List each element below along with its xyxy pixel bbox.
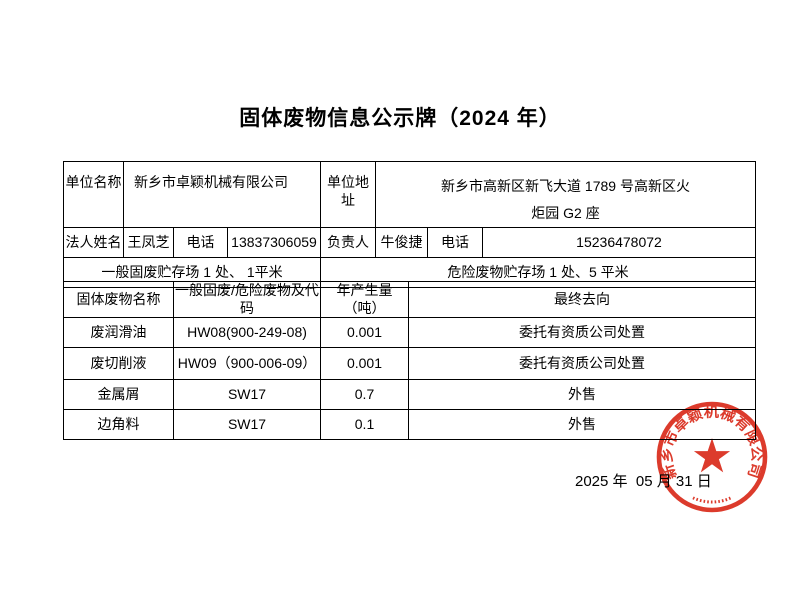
legal-phone-label: 电话 [173, 227, 228, 258]
waste-header-destination: 最终去向 [408, 281, 756, 318]
waste-amount: 0.001 [320, 317, 409, 348]
waste-destination: 外售 [408, 409, 756, 440]
page-title: 固体废物信息公示牌（2024 年） [239, 107, 561, 130]
unit-address-line1: 新乡市高新区新飞大道 1789 号高新区火 [441, 178, 690, 194]
table-row: 单位名称 新乡市卓颖机械有限公司 单位地址 新乡市高新区新飞大道 1789 号高… [63, 161, 756, 228]
waste-header-row: 固体废物名称 一般固废/危险废物及代码 年产生量（吨） 最终去向 [63, 281, 756, 318]
waste-code: SW17 [173, 379, 321, 410]
waste-header-amount: 年产生量（吨） [320, 281, 409, 318]
seal-bottom-code [692, 496, 732, 504]
manager-phone-value: 15236478072 [482, 227, 756, 258]
table-row: 废切削液 HW09（900-006-09） 0.001 委托有资质公司处置 [63, 347, 756, 380]
legal-person-label: 法人姓名 [63, 227, 124, 258]
table-row: 金属屑 SW17 0.7 外售 [63, 379, 756, 410]
unit-address-value: 新乡市高新区新飞大道 1789 号高新区火 炬园 G2 座 [375, 161, 756, 228]
waste-name: 废润滑油 [63, 317, 174, 348]
waste-destination: 委托有资质公司处置 [408, 347, 756, 380]
waste-name: 边角料 [63, 409, 174, 440]
unit-name-value: 新乡市卓颖机械有限公司 [123, 161, 321, 228]
unit-address-line2: 炬园 G2 座 [531, 205, 600, 221]
unit-name-label: 单位名称 [63, 161, 124, 228]
waste-amount: 0.001 [320, 347, 409, 380]
waste-code: HW08(900-249-08) [173, 317, 321, 348]
unit-info-table: 单位名称 新乡市卓颖机械有限公司 单位地址 新乡市高新区新飞大道 1789 号高… [63, 161, 756, 288]
manager-phone-label: 电话 [427, 227, 483, 258]
waste-code: HW09（900-006-09） [173, 347, 321, 380]
issue-date: 2025 年 05 月 31 日 [575, 473, 712, 490]
table-row: 边角料 SW17 0.1 外售 [63, 409, 756, 440]
seal-star-icon [693, 438, 731, 473]
unit-address-label: 单位地址 [320, 161, 376, 228]
waste-header-name: 固体废物名称 [63, 281, 174, 318]
waste-amount: 0.7 [320, 379, 409, 410]
waste-table: 固体废物名称 一般固废/危险废物及代码 年产生量（吨） 最终去向 废润滑油 HW… [63, 281, 756, 440]
table-row: 法人姓名 王凤芝 电话 13837306059 负责人 牛俊捷 电话 15236… [63, 227, 756, 258]
waste-destination: 委托有资质公司处置 [408, 317, 756, 348]
waste-name: 废切削液 [63, 347, 174, 380]
waste-destination: 外售 [408, 379, 756, 410]
manager-label: 负责人 [320, 227, 376, 258]
manager-value: 牛俊捷 [375, 227, 428, 258]
waste-amount: 0.1 [320, 409, 409, 440]
waste-code: SW17 [173, 409, 321, 440]
legal-phone-value: 13837306059 [227, 227, 321, 258]
waste-header-code: 一般固废/危险废物及代码 [173, 281, 321, 318]
legal-person-value: 王凤芝 [123, 227, 174, 258]
waste-name: 金属屑 [63, 379, 174, 410]
table-row: 废润滑油 HW08(900-249-08) 0.001 委托有资质公司处置 [63, 317, 756, 348]
